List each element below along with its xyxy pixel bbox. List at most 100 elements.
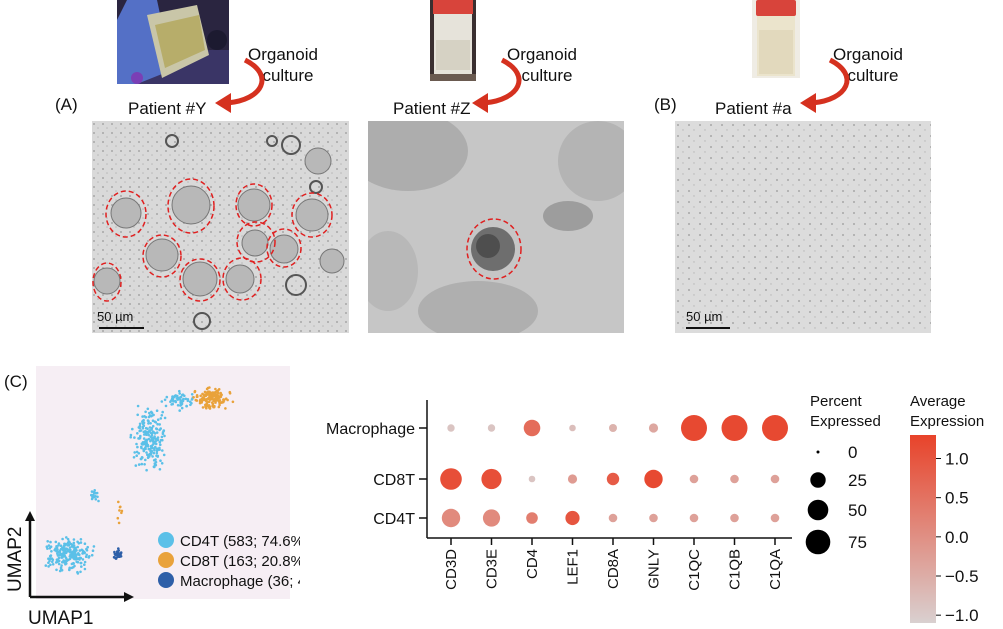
umap-point — [54, 540, 58, 544]
umap-point — [181, 393, 185, 396]
umap-point — [57, 562, 61, 566]
umap-point — [148, 426, 152, 429]
umap-point — [163, 416, 167, 420]
sample-photo-y — [117, 0, 229, 84]
umap-point — [44, 564, 48, 567]
umap-point — [164, 404, 168, 408]
umap-point — [207, 404, 211, 407]
umap-point — [129, 433, 133, 437]
umap-point — [90, 494, 94, 498]
size-legend-dot — [805, 529, 831, 555]
umap-point — [91, 549, 95, 552]
umap-point — [67, 549, 70, 553]
umap-point — [55, 549, 58, 553]
umap-point — [211, 404, 215, 407]
umap-point — [68, 568, 71, 572]
umap-point — [154, 463, 158, 467]
umap-point — [139, 434, 142, 438]
umap-point — [80, 548, 84, 552]
umap-point — [159, 417, 163, 420]
umap-point — [144, 415, 148, 419]
gene-label: LEF1 — [565, 549, 582, 585]
dot-macrophage-cd4 — [523, 419, 541, 437]
umap-point — [67, 558, 70, 562]
umap-point — [159, 459, 162, 462]
umap-point — [156, 436, 160, 439]
dot-macrophage-cd3e — [487, 424, 496, 432]
size-legend-label: 0 — [848, 443, 857, 462]
umap-point — [219, 392, 222, 396]
size-legend-dot — [810, 472, 826, 488]
umap-point — [160, 400, 164, 403]
umap-point — [87, 556, 91, 559]
umap-point — [135, 450, 139, 454]
umap-point — [66, 537, 70, 541]
dot-cd4t-c1qc — [689, 513, 699, 523]
umap-point — [175, 397, 179, 400]
umap-point — [159, 443, 162, 447]
dot-plot: Macrophage CD8T CD4T CD3D CD3E CD4 LEF1 CD8A GN… — [326, 393, 984, 625]
umap-point — [218, 403, 221, 407]
umap-point — [203, 390, 207, 394]
color-legend-title: Average — [910, 393, 966, 410]
umap-point — [178, 392, 181, 395]
umap-point — [149, 444, 153, 448]
umap-point — [93, 495, 97, 498]
umap-point — [75, 549, 78, 552]
umap-point — [165, 395, 169, 399]
umap-point — [193, 390, 197, 394]
umap-points — [44, 386, 235, 575]
umap-point — [73, 551, 77, 554]
umap-point — [199, 394, 202, 398]
umap-point — [133, 451, 136, 454]
umap-point — [211, 401, 214, 404]
umap-point — [189, 403, 192, 407]
umap-point — [208, 400, 211, 404]
umap-point — [90, 553, 94, 557]
umap-point — [144, 426, 148, 430]
dot-cd4t-gnly — [649, 513, 658, 523]
umap-point — [178, 409, 181, 412]
micrograph-patient-y — [92, 121, 349, 333]
umap-point — [70, 545, 74, 548]
cell-type-label: Macrophage — [326, 421, 415, 438]
dot-macrophage-cd3d — [447, 424, 455, 432]
umap-point — [171, 397, 175, 401]
umap-point — [156, 455, 159, 458]
umap-point — [147, 422, 150, 425]
umap-point — [49, 545, 53, 548]
umap-point — [65, 547, 69, 551]
umap-point — [78, 553, 81, 556]
umap-point — [146, 431, 150, 434]
umap-point — [148, 414, 152, 417]
organoid-label-y: Organoid culture — [248, 45, 318, 85]
umap-point — [60, 568, 64, 572]
dot-macrophage-cd8a — [609, 424, 617, 432]
umap-point — [176, 404, 180, 407]
umap-point — [113, 556, 116, 559]
umap-point — [96, 495, 99, 499]
umap-point — [218, 399, 222, 402]
umap-point — [135, 442, 138, 446]
umap-point — [207, 390, 210, 394]
dot-cd4t-cd8a — [608, 513, 618, 523]
arrow-icon — [25, 511, 35, 521]
umap-point — [150, 449, 154, 453]
umap-point — [80, 565, 83, 568]
umap-point — [155, 431, 159, 434]
umap-point — [62, 544, 66, 548]
umap-point — [81, 558, 85, 561]
color-legend-label: −0.5 — [945, 567, 979, 586]
dot-macrophage-gnly — [648, 423, 659, 433]
umap-point — [160, 462, 164, 465]
umap-point — [155, 409, 159, 412]
dot-macrophage-c1qa — [762, 415, 788, 441]
umap-point — [143, 463, 146, 466]
umap-plot: UMAP1 UMAP2 CD4T (583; 74.6%) CD8T (163;… — [5, 366, 300, 629]
umap-point — [85, 553, 88, 557]
umap-point — [150, 432, 154, 435]
dot-macrophage-c1qb — [721, 415, 748, 441]
umap-point — [162, 453, 166, 457]
umap-point — [144, 445, 148, 448]
umap-point — [153, 435, 156, 438]
